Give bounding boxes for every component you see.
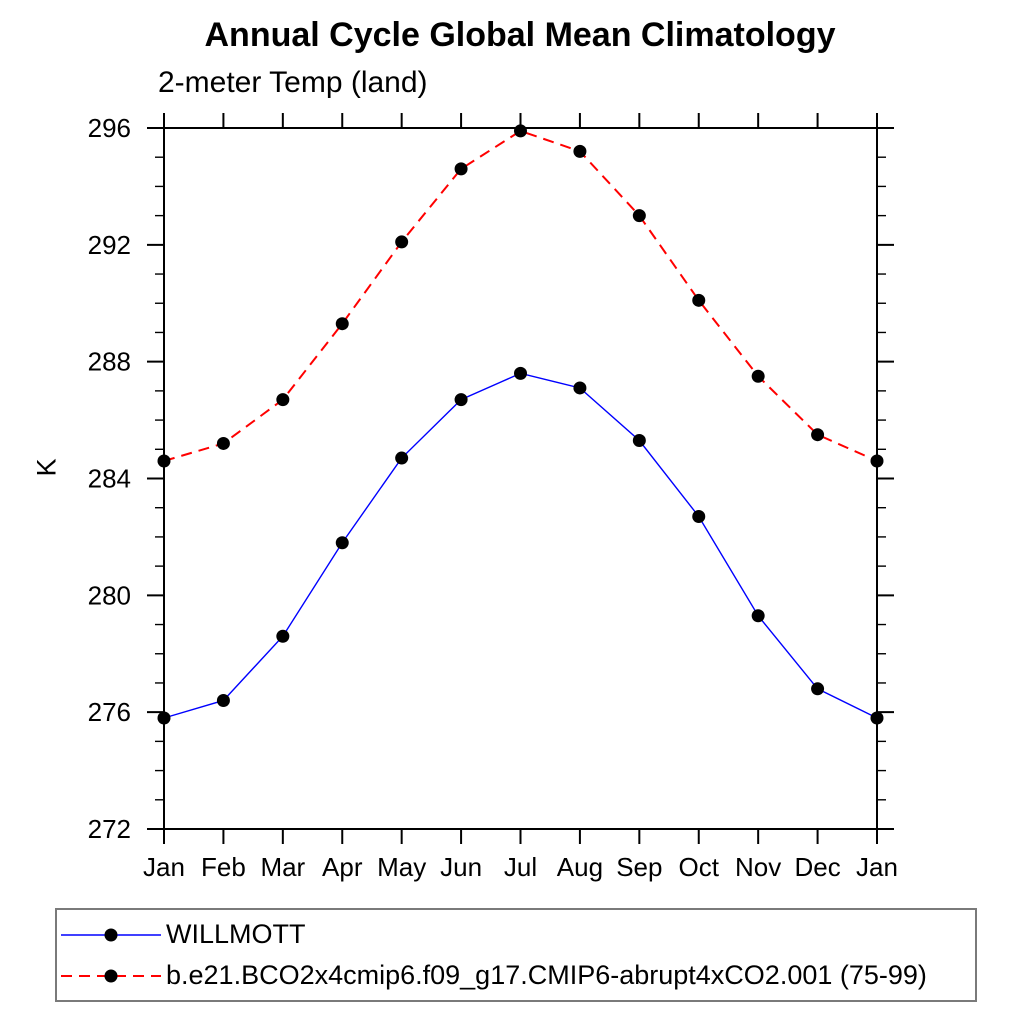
- y-tick-label: 288: [88, 347, 131, 377]
- series-0-marker: [811, 682, 825, 696]
- y-tick-label: 296: [88, 113, 131, 143]
- series-1-marker: [335, 317, 349, 331]
- series-1-marker: [692, 293, 706, 307]
- x-tick-label: Nov: [735, 852, 781, 882]
- series-1-marker: [276, 393, 290, 407]
- x-tick-label: May: [377, 852, 426, 882]
- x-tick-label: Feb: [201, 852, 246, 882]
- series-0-marker: [632, 434, 646, 448]
- legend-item-model-run: b.e21.BCO2x4cmip6.f09_g17.CMIP6-abrupt4x…: [59, 959, 975, 993]
- x-tick-label: Sep: [616, 852, 662, 882]
- series-1-marker: [395, 235, 409, 249]
- series-0-marker: [454, 393, 468, 407]
- x-tick-label: Dec: [794, 852, 840, 882]
- series-0-marker: [395, 451, 409, 465]
- x-tick-label: Jul: [504, 852, 537, 882]
- series-0-marker: [514, 366, 527, 380]
- series-line-1: [163, 129, 878, 462]
- chart-subtitle: 2-meter Temp (land): [158, 66, 428, 99]
- series-1-marker: [751, 369, 765, 383]
- series-1-marker: [216, 436, 230, 450]
- y-tick-label: 272: [88, 814, 131, 844]
- series-1-marker: [454, 162, 468, 176]
- series-1-marker: [632, 209, 646, 223]
- series-1-marker: [811, 428, 825, 442]
- series-0-marker: [751, 609, 765, 623]
- legend-label-model-run: b.e21.BCO2x4cmip6.f09_g17.CMIP6-abrupt4x…: [166, 960, 927, 990]
- legend-item-willmott: WILLMOTT: [59, 918, 975, 952]
- series-0-marker: [276, 629, 290, 643]
- series-1-marker: [157, 454, 171, 468]
- y-tick-label: 284: [88, 464, 131, 494]
- series-0-marker: [692, 509, 706, 523]
- x-tick-label: Jan: [143, 852, 185, 882]
- y-tick-label: 276: [88, 697, 131, 727]
- series-0-marker: [335, 536, 349, 550]
- legend-sample-dashed-line-icon: [61, 969, 161, 982]
- series-0-marker: [157, 711, 171, 725]
- series-1-marker: [573, 144, 587, 158]
- x-tick-label: Jun: [440, 852, 482, 882]
- x-tick-label: Apr: [322, 852, 363, 882]
- series-0-marker: [216, 693, 230, 707]
- chart-title: Annual Cycle Global Mean Climatology: [204, 16, 836, 54]
- legend-label-willmott: WILLMOTT: [166, 919, 306, 949]
- x-tick-label: Aug: [557, 852, 603, 882]
- series-1-marker: [870, 454, 884, 468]
- series-0-marker: [870, 711, 884, 725]
- y-tick-label: 292: [88, 230, 131, 260]
- x-tick-label: Oct: [679, 852, 720, 882]
- plot-frame: [163, 127, 878, 830]
- x-tick-label: Mar: [260, 852, 305, 882]
- legend-box: WILLMOTT b.e21.BCO2x4cmip6.f09_g17.CMIP6…: [55, 908, 977, 1002]
- series-1-marker: [514, 124, 527, 138]
- x-tick-label: Jan: [856, 852, 898, 882]
- series-line-0: [163, 372, 878, 719]
- y-tick-label: 280: [88, 580, 131, 610]
- series-0-marker: [573, 381, 587, 395]
- legend-sample-solid-line-icon: [61, 928, 161, 941]
